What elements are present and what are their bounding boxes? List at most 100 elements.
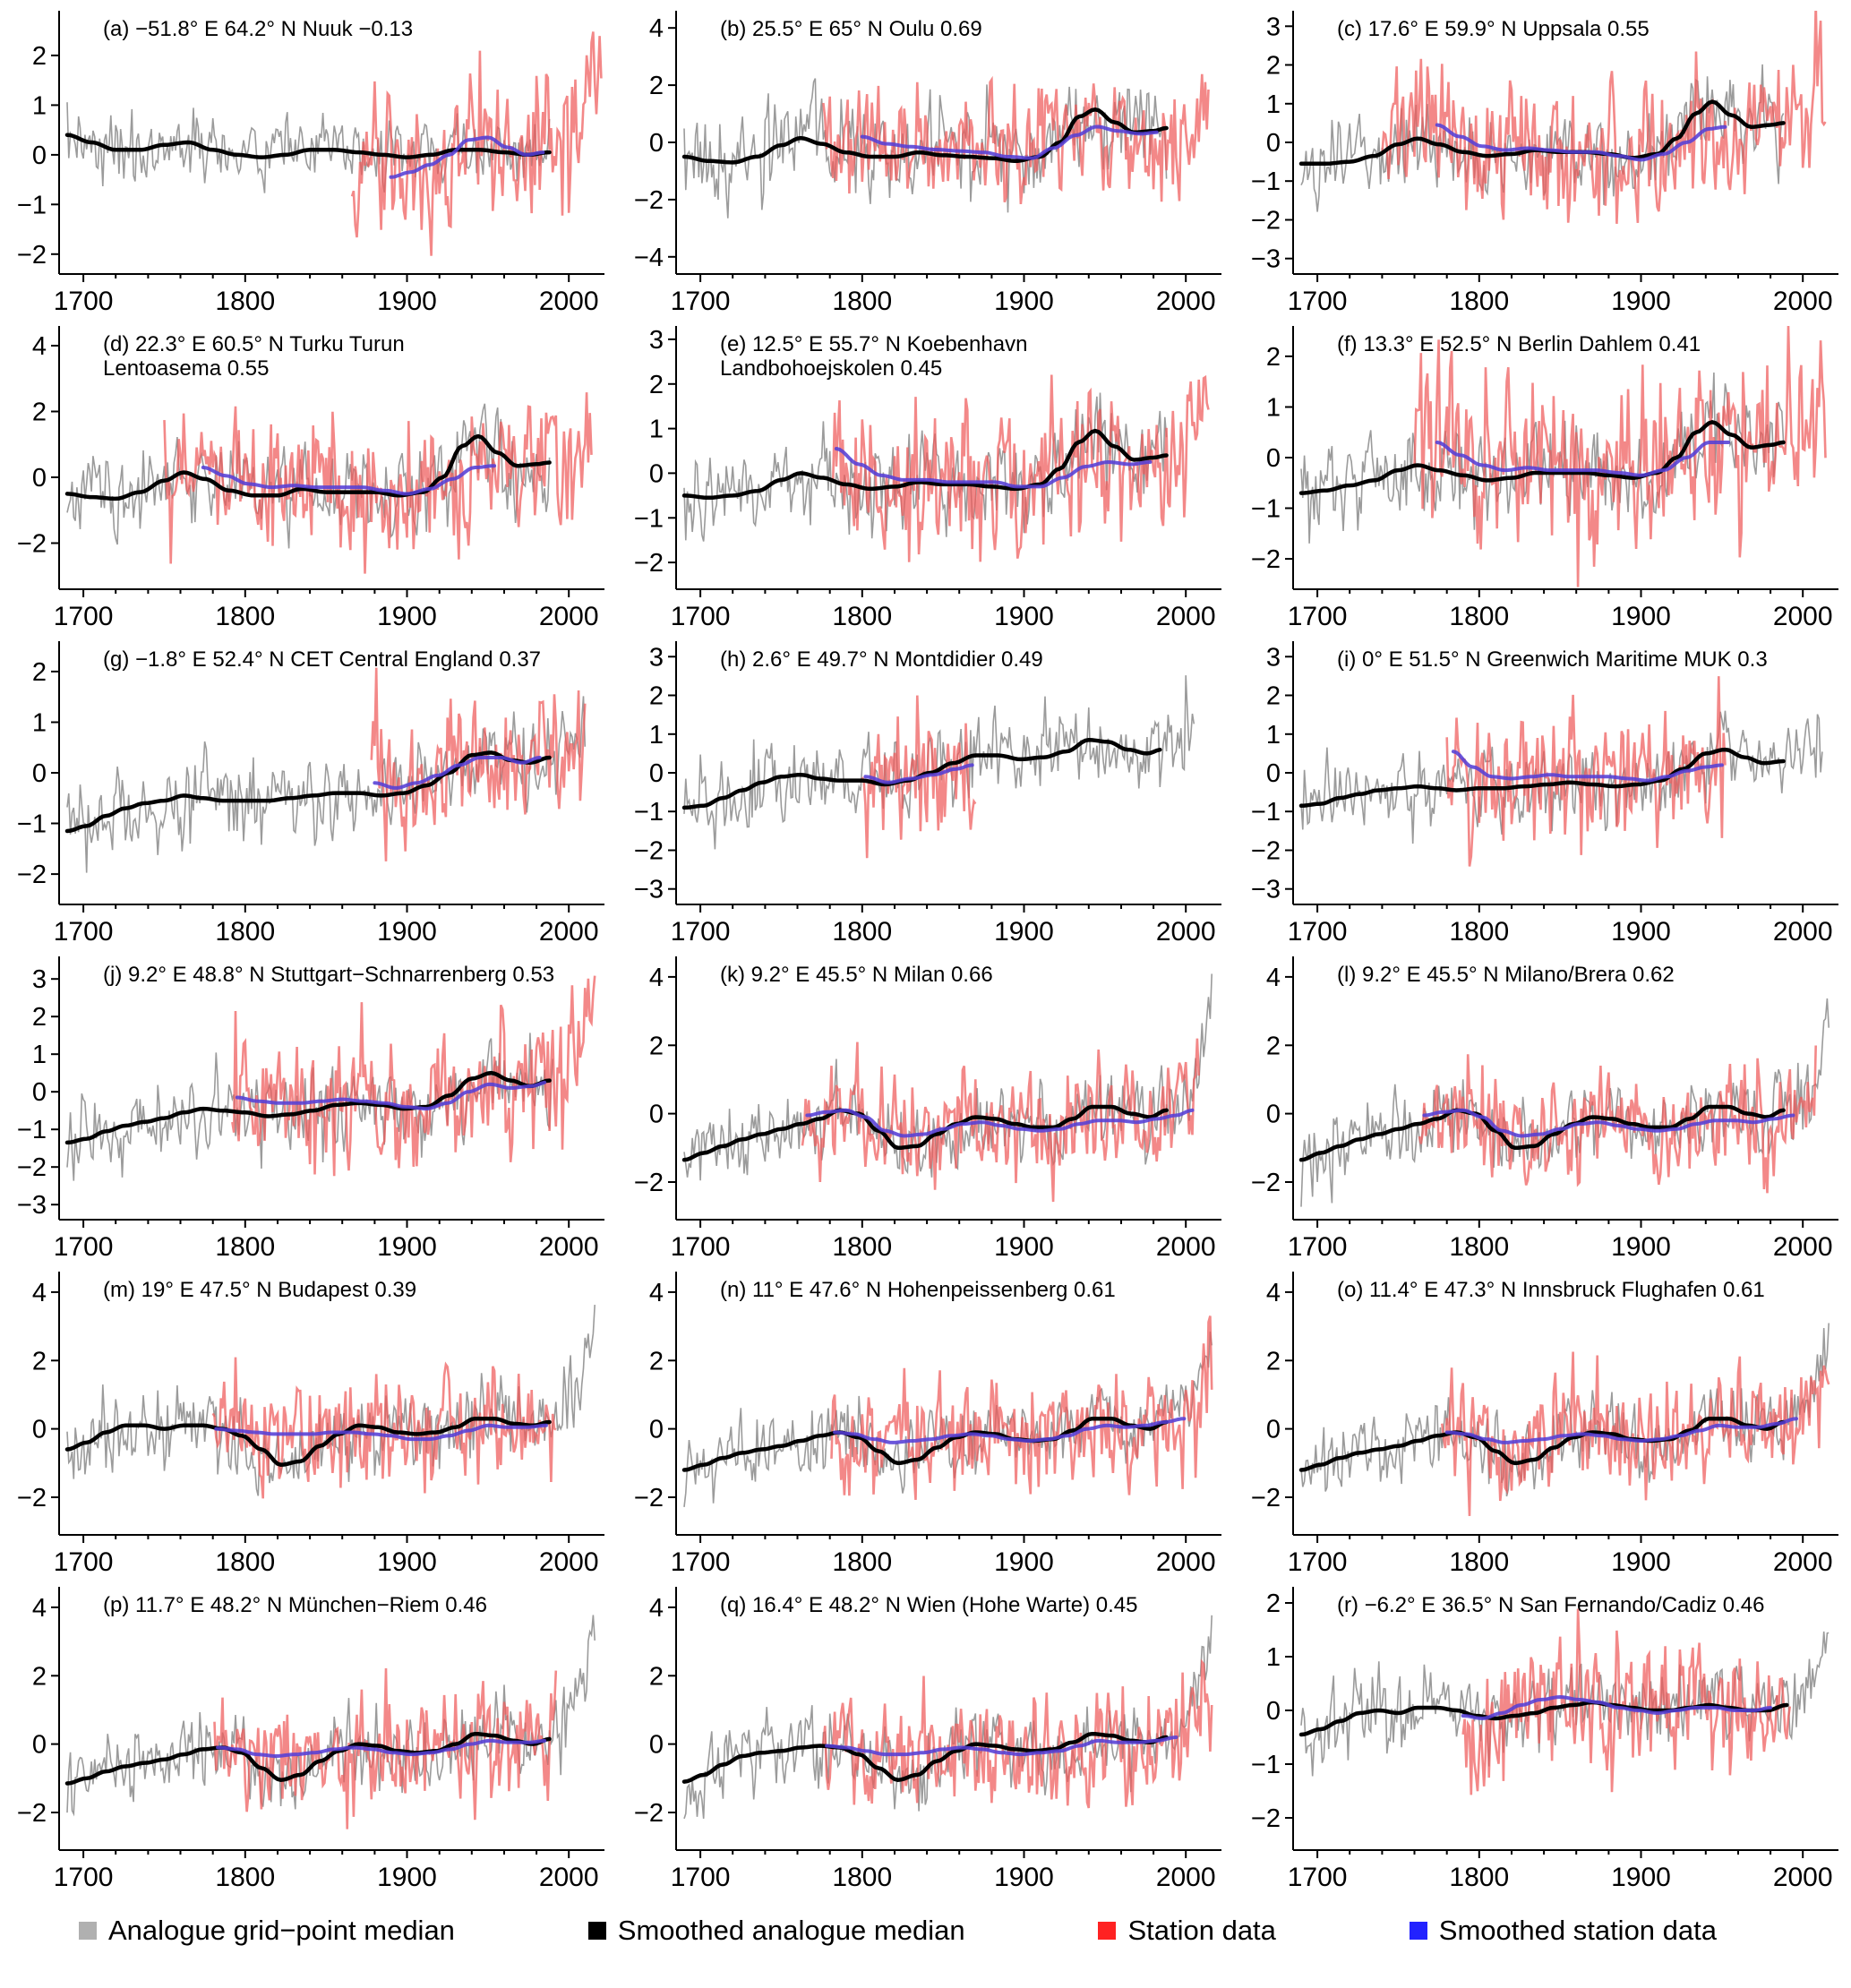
x-tick-label: 1900 bbox=[1611, 1232, 1671, 1262]
panel-f-chart: −2 −1 0 1 2 1700 1800 1900 2000 (f) 13.3° E 52.5°… bbox=[1251, 326, 1838, 631]
y-tick-label: −2 bbox=[17, 241, 47, 270]
black-smooth-line bbox=[64, 1070, 552, 1145]
y-tick-label: −2 bbox=[634, 1799, 664, 1828]
y-tick-label: 4 bbox=[649, 1594, 664, 1623]
panel-r: −2 −1 0 1 2 1700 1800 1900 2000 (r) −6.2° E 36.5°… bbox=[1234, 1580, 1851, 1895]
x-tick-label: 1800 bbox=[832, 1232, 892, 1262]
panel-d: −2 0 2 4 1700 1800 1900 2000 (d) 22.3° E 60.5° N… bbox=[0, 319, 617, 634]
x-tick-label: 1900 bbox=[377, 917, 437, 947]
panel-title: (f) 13.3° E 52.5° N Berlin Dahlem 0.41 bbox=[1337, 332, 1701, 356]
y-tick-label: −2 bbox=[1251, 1484, 1281, 1512]
y-tick-label: 1 bbox=[1266, 721, 1281, 750]
panel-title: (q) 16.4° E 48.2° N Wien (Hohe Warte) 0.… bbox=[720, 1593, 1138, 1617]
y-tick-label: 1 bbox=[1266, 1643, 1281, 1672]
x-tick-label: 1800 bbox=[832, 917, 892, 947]
x-tick-label: 1700 bbox=[1288, 917, 1348, 947]
legend-item-0: Analogue grid−point median bbox=[79, 1915, 455, 1947]
x-tick-label: 1900 bbox=[994, 1547, 1054, 1577]
x-tick-label: 1700 bbox=[671, 287, 731, 316]
x-tick-label: 1900 bbox=[1611, 1863, 1671, 1892]
panel-q: −2 0 2 4 1700 1800 1900 2000 (q) 16.4° E 48.2° N… bbox=[617, 1580, 1234, 1895]
legend-item-2: Station data bbox=[1098, 1915, 1276, 1947]
y-tick-label: −3 bbox=[1251, 245, 1281, 274]
x-tick-label: 1700 bbox=[1288, 1232, 1348, 1262]
legend-label: Analogue grid−point median bbox=[108, 1915, 455, 1946]
y-tick-label: −1 bbox=[1251, 798, 1281, 827]
panel-title: (b) 25.5° E 65° N Oulu 0.69 bbox=[720, 17, 982, 41]
panel-title: (j) 9.2° E 48.8° N Stuttgart−Schnarrenbe… bbox=[103, 963, 554, 987]
y-tick-label: 3 bbox=[1266, 643, 1281, 672]
panel-title: (d) 22.3° E 60.5° N Turku Turun Lentoasem… bbox=[103, 332, 405, 381]
y-tick-label: 0 bbox=[649, 459, 664, 488]
panel-c-chart: −3 −2 −1 0 1 2 3 1700 1800 1900 2000 (c) 17.6° E 59… bbox=[1251, 11, 1838, 316]
legend-label: Station data bbox=[1127, 1915, 1276, 1946]
blue-smooth-line bbox=[1461, 1694, 1773, 1721]
y-tick-label: 3 bbox=[649, 643, 664, 672]
y-tick-label: −2 bbox=[1251, 837, 1281, 866]
x-tick-label: 1900 bbox=[377, 1863, 437, 1892]
y-tick-label: 4 bbox=[1266, 964, 1281, 992]
x-tick-label: 1700 bbox=[671, 1232, 731, 1262]
blue-smooth-line bbox=[860, 124, 1159, 160]
panel-i: −3 −2 −1 0 1 2 3 1700 1800 1900 2000 (i) 0° E 51.5°… bbox=[1234, 634, 1851, 949]
x-tick-label: 1900 bbox=[377, 1232, 437, 1262]
y-tick-label: 2 bbox=[649, 682, 664, 711]
y-tick-label: −1 bbox=[1251, 495, 1281, 524]
x-tick-label: 2000 bbox=[539, 602, 599, 631]
y-tick-label: 0 bbox=[32, 759, 47, 788]
black-smooth-line bbox=[1298, 747, 1786, 809]
red-series-line bbox=[231, 975, 596, 1177]
gray-series-line bbox=[66, 102, 551, 193]
y-tick-label: −1 bbox=[1251, 1751, 1281, 1779]
panel-c: −3 −2 −1 0 1 2 3 1700 1800 1900 2000 (c) 17.6° E 59… bbox=[1234, 4, 1851, 319]
red-series-line bbox=[211, 1357, 557, 1499]
y-tick-label: −1 bbox=[17, 810, 47, 839]
red-series-line bbox=[822, 73, 1210, 205]
y-tick-label: 0 bbox=[32, 141, 47, 170]
y-tick-label: 4 bbox=[649, 14, 664, 43]
y-tick-label: −4 bbox=[634, 244, 664, 272]
y-tick-label: −3 bbox=[634, 876, 664, 904]
x-tick-label: 1700 bbox=[671, 1863, 731, 1892]
y-tick-label: 1 bbox=[1266, 90, 1281, 119]
x-tick-label: 1700 bbox=[54, 1863, 114, 1892]
x-tick-label: 1900 bbox=[1611, 602, 1671, 631]
black-smooth-line bbox=[64, 133, 552, 159]
x-tick-label: 2000 bbox=[539, 287, 599, 316]
y-tick-label: 1 bbox=[32, 709, 47, 738]
x-tick-label: 1700 bbox=[671, 1547, 731, 1577]
black-smooth-line bbox=[681, 428, 1169, 501]
y-tick-label: −2 bbox=[1251, 1169, 1281, 1197]
y-tick-label: 0 bbox=[1266, 1101, 1281, 1129]
y-tick-label: 0 bbox=[1266, 444, 1281, 473]
x-tick-label: 2000 bbox=[1773, 917, 1833, 947]
panel-b: −4 −2 0 2 4 1700 1800 1900 2000 (b) 25.5° E 65° N… bbox=[617, 4, 1234, 319]
y-tick-label: −3 bbox=[1251, 876, 1281, 904]
red-series-line bbox=[1441, 1351, 1830, 1516]
red-series-line bbox=[370, 667, 587, 861]
panel-title: (e) 12.5° E 55.7° N Koebenhavn Landbohoej… bbox=[720, 332, 1027, 381]
x-tick-label: 1800 bbox=[832, 1547, 892, 1577]
y-tick-label: 2 bbox=[32, 1662, 47, 1691]
gray-series-line bbox=[1300, 64, 1785, 212]
y-tick-label: −2 bbox=[1251, 545, 1281, 574]
blue-smooth-line bbox=[1422, 1108, 1795, 1138]
y-tick-label: 1 bbox=[32, 1041, 47, 1069]
y-tick-label: 2 bbox=[1266, 1590, 1281, 1618]
y-tick-label: 3 bbox=[32, 965, 47, 994]
y-tick-label: 2 bbox=[649, 1662, 664, 1691]
x-tick-label: 1800 bbox=[1449, 1547, 1509, 1577]
figure: −2 −1 0 1 2 1700 1800 1900 2000 (a) −51.8° E 64.2… bbox=[0, 4, 1851, 1947]
y-tick-label: −2 bbox=[17, 530, 47, 559]
legend: Analogue grid−point median Smoothed analo… bbox=[0, 1895, 1851, 1947]
black-smooth-line bbox=[1298, 420, 1786, 495]
x-tick-label: 1700 bbox=[1288, 287, 1348, 316]
panel-title: (k) 9.2° E 45.5° N Milan 0.66 bbox=[720, 963, 993, 987]
x-tick-label: 1700 bbox=[54, 1547, 114, 1577]
blue-smooth-line bbox=[834, 447, 1153, 489]
y-tick-label: −2 bbox=[634, 549, 664, 578]
y-tick-label: 0 bbox=[1266, 1697, 1281, 1726]
panel-title: (p) 11.7° E 48.2° N München−Riem 0.46 bbox=[103, 1593, 487, 1617]
panel-grid: −2 −1 0 1 2 1700 1800 1900 2000 (a) −51.8° E 64.2… bbox=[0, 4, 1851, 1895]
y-tick-label: 1 bbox=[649, 416, 664, 444]
